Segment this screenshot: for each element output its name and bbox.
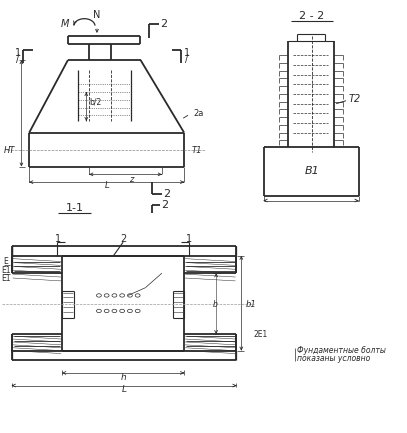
Text: h: h <box>120 373 126 382</box>
Text: 2: 2 <box>161 200 168 210</box>
Text: 2: 2 <box>163 189 170 199</box>
Text: 1: 1 <box>55 234 61 244</box>
Text: показаны условно: показаны условно <box>298 354 371 363</box>
Text: /: / <box>16 54 19 64</box>
Text: 2: 2 <box>120 234 126 244</box>
Text: b: b <box>213 300 218 309</box>
Text: B1: B1 <box>305 166 319 177</box>
Text: 2: 2 <box>160 19 167 29</box>
Text: T1: T1 <box>192 145 202 155</box>
Text: HT: HT <box>4 145 15 155</box>
Text: N: N <box>93 10 101 19</box>
Text: E1: E1 <box>1 275 11 284</box>
Text: E: E <box>4 257 8 266</box>
Text: 1: 1 <box>186 234 192 244</box>
Text: /: / <box>186 54 189 64</box>
Text: b1: b1 <box>246 300 257 309</box>
Text: 1: 1 <box>15 48 21 58</box>
Text: b/2: b/2 <box>89 97 101 106</box>
Text: 2E1: 2E1 <box>254 330 268 339</box>
Text: Фундаментные болты: Фундаментные болты <box>298 346 386 355</box>
Text: 2 - 2: 2 - 2 <box>300 11 325 22</box>
Text: 2a: 2a <box>194 109 204 118</box>
Text: T2: T2 <box>349 94 361 104</box>
Text: z: z <box>129 174 133 184</box>
Text: 1-1: 1-1 <box>66 203 84 213</box>
Text: E1: E1 <box>1 266 11 275</box>
Text: L: L <box>104 181 109 191</box>
Text: M: M <box>61 19 69 29</box>
Text: 1: 1 <box>184 48 190 58</box>
Text: L: L <box>122 385 127 394</box>
